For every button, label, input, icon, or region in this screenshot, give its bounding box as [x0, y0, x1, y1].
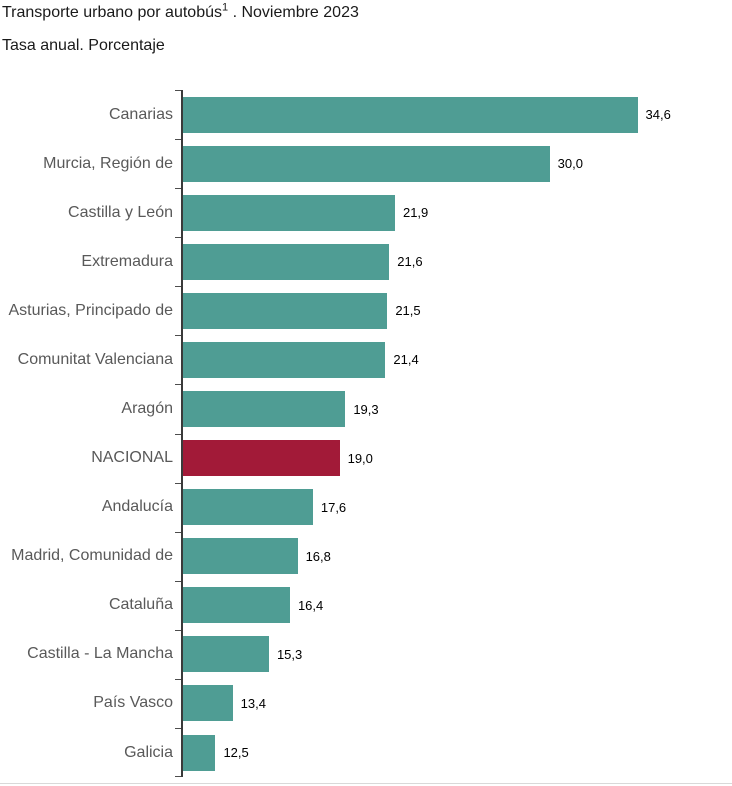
bar: [183, 145, 550, 182]
bar-row: 13,4: [183, 679, 728, 728]
axis-tick: [175, 580, 181, 582]
bar: [183, 194, 395, 231]
bar: [183, 587, 290, 624]
bar-row: 34,6: [183, 90, 728, 139]
value-label: 21,6: [397, 254, 423, 270]
bottom-divider: [0, 783, 732, 784]
category-label: Cataluña: [108, 596, 173, 614]
value-label: 12,5: [223, 745, 249, 761]
bar-row: 17,6: [183, 483, 728, 532]
category-label: Canarias: [108, 105, 173, 123]
category-label: Extremadura: [81, 252, 173, 270]
bar: [183, 243, 390, 280]
bar: [183, 391, 346, 427]
axis-tick: [175, 237, 181, 239]
value-label: 17,6: [320, 499, 347, 515]
bar: [183, 489, 313, 526]
bar-highlight: [183, 440, 340, 477]
axis-tick: [175, 776, 181, 777]
axis-tick: [175, 727, 181, 729]
category-label: Galicia: [124, 743, 173, 761]
plot-area: 34,6 30,0 21,9 21,6 21,5 21,4 19,3 19,0 17,6 16,8…: [175, 90, 728, 777]
category-label: Andalucía: [101, 498, 173, 516]
category-label: Castilla - La Mancha: [27, 645, 173, 663]
category-label: Aragón: [121, 400, 173, 417]
category-label: Madrid, Comunidad de: [11, 547, 173, 565]
bar-row: 21,9: [183, 188, 728, 237]
bar-row: 30,0: [183, 139, 728, 188]
bar: [183, 341, 386, 378]
value-label: 16,8: [305, 548, 331, 564]
bar-row: 12,5: [183, 728, 728, 777]
axis-tick: [175, 384, 181, 386]
value-label: 30,0: [557, 156, 583, 172]
axis-tick: [175, 188, 181, 190]
chart-subtitle: Tasa anual. Porcentaje: [2, 37, 165, 54]
title-footnote-marker: 1: [222, 1, 229, 14]
bar: [183, 685, 233, 722]
category-label: NACIONAL: [91, 449, 173, 467]
value-label: 34,6: [645, 107, 671, 123]
axis-tick: [175, 286, 181, 288]
category-label: Murcia, Región de: [43, 154, 173, 172]
bar-row: 21,4: [183, 335, 728, 384]
value-label: 15,3: [276, 646, 303, 662]
category-label: Asturias, Principado de: [8, 301, 173, 319]
bar-row: 16,4: [183, 581, 728, 630]
title-date: . Noviembre 2023: [228, 4, 359, 21]
value-label: 21,5: [395, 303, 421, 319]
bar-row: 21,6: [183, 237, 728, 286]
value-label: 21,9: [402, 205, 429, 221]
axis-tick: [175, 433, 181, 435]
title-text: Transporte urbano por autobús: [2, 4, 222, 21]
bar-row: 16,8: [183, 532, 728, 581]
axis-tick: [175, 139, 181, 141]
value-label: 13,4: [240, 695, 266, 711]
category-axis-labels: Canarias Murcia, Región de Castilla y León…: [0, 90, 173, 777]
category-label: Castilla y León: [68, 203, 173, 221]
bar-row: 19,3: [183, 384, 728, 433]
value-label: 16,4: [297, 597, 324, 613]
bar: [183, 292, 388, 329]
value-label: 19,0: [347, 450, 373, 466]
chart-title: Transporte urbano por autobús1 . Noviemb…: [2, 1, 359, 22]
bar-row: 19,0: [183, 434, 728, 483]
axis-tick: [175, 482, 181, 484]
value-label: 21,4: [393, 352, 419, 368]
bar-row: 21,5: [183, 286, 728, 335]
bar: [183, 636, 269, 673]
axis-tick: [175, 531, 181, 533]
category-label: Comunitat Valenciana: [17, 350, 173, 368]
bar: [183, 538, 298, 575]
category-label: País Vasco: [93, 694, 173, 712]
axis-tick: [175, 335, 181, 337]
value-label: 19,3: [353, 401, 379, 417]
bar-row: 15,3: [183, 630, 728, 679]
bar: [183, 734, 216, 771]
axis-tick: [175, 90, 181, 91]
axis-tick: [175, 678, 181, 680]
axis-tick: [175, 629, 181, 631]
bar: [183, 96, 638, 133]
bar-series: 34,6 30,0 21,9 21,6 21,5 21,4 19,3 19,0 17,6 16,8…: [183, 90, 728, 777]
